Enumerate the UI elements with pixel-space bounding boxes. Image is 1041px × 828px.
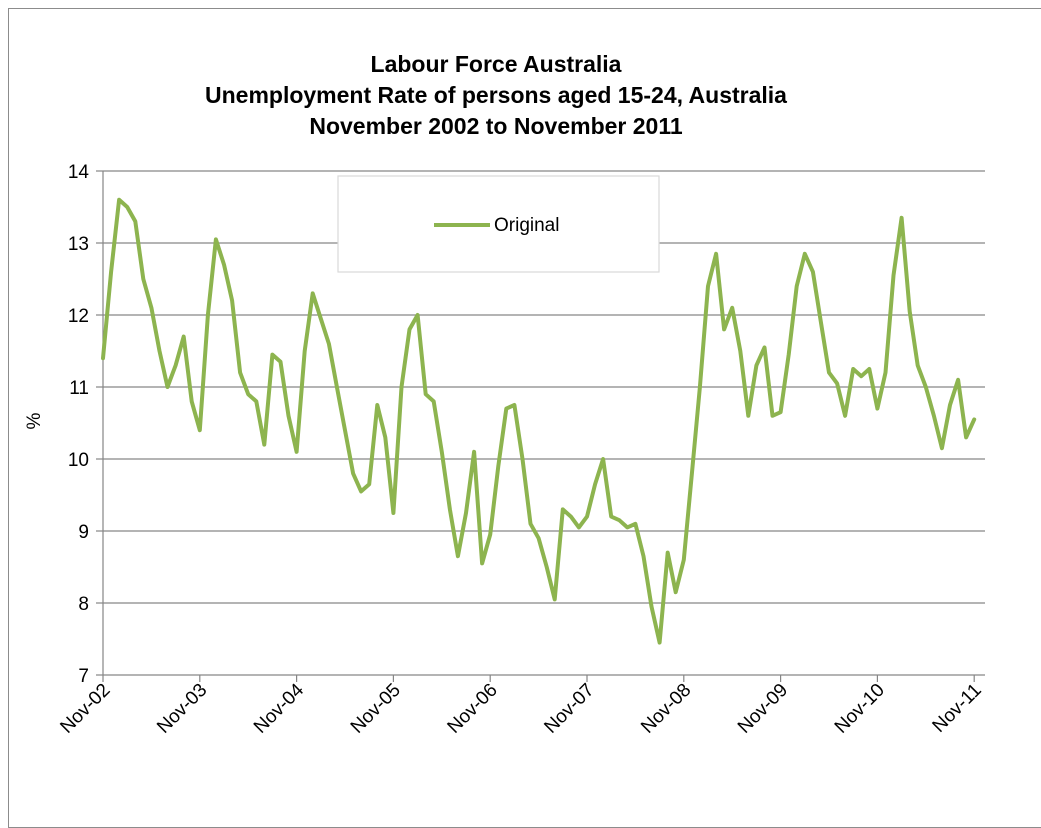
- line-chart: 7 8 9 10 11 12 13 14 Nov-02 Nov-03 Nov-04 Nov-05 Nov…: [24, 162, 986, 738]
- y-tick-label: 7: [78, 666, 89, 687]
- series-line-original: [101, 197, 977, 645]
- y-tick-label: 10: [68, 450, 89, 471]
- x-tick-label: Nov-06: [444, 680, 502, 738]
- x-tick-label: Nov-08: [637, 680, 695, 738]
- x-tick-label: Nov-09: [734, 680, 792, 738]
- x-tick-label: Nov-05: [347, 680, 405, 738]
- series-layer: [101, 197, 977, 645]
- y-tick-label: 12: [68, 306, 89, 327]
- y-tick-label: 14: [68, 162, 90, 183]
- x-tick-label: Nov-03: [153, 680, 211, 738]
- y-tick-label: 11: [69, 378, 89, 399]
- legend-label: Original: [494, 215, 559, 236]
- legend-box: [337, 175, 660, 273]
- x-tick-label: Nov-04: [250, 679, 308, 737]
- y-axis-label: %: [24, 412, 45, 429]
- chart-title-line-2: Unemployment Rate of persons aged 15-24,…: [205, 82, 787, 108]
- y-tick-label: 9: [78, 522, 89, 543]
- y-tick-label: 13: [68, 234, 89, 255]
- chart-title-line-3: November 2002 to November 2011: [309, 113, 683, 139]
- x-tick-label: Nov-10: [831, 680, 889, 738]
- gridlines: [103, 170, 985, 604]
- x-tick-label: Nov-02: [56, 680, 114, 738]
- chart-title-line-1: Labour Force Australia: [370, 51, 622, 77]
- y-tick-label: 8: [78, 594, 89, 615]
- x-tick-label: Nov-11: [929, 680, 986, 737]
- x-tick-label: Nov-07: [540, 680, 598, 738]
- legend: Original: [337, 175, 660, 273]
- chart-frame: Labour Force Australia Unemployment Rate…: [8, 8, 1041, 828]
- chart-title: Labour Force Australia Unemployment Rate…: [9, 49, 983, 142]
